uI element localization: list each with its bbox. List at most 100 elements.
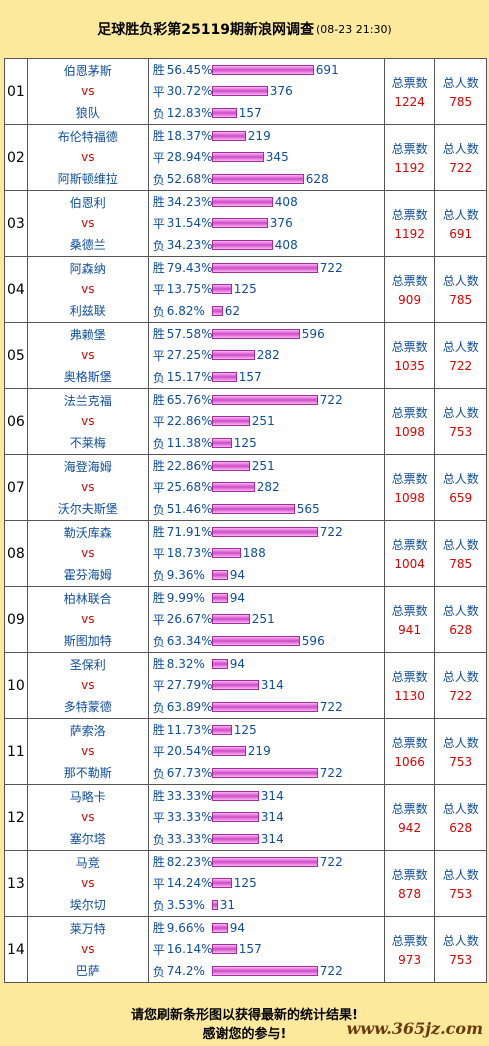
away-team[interactable]: 霍芬海姆 — [63, 568, 112, 583]
away-team[interactable]: 奥格斯堡 — [63, 370, 112, 385]
home-team[interactable]: 柏林联合 — [63, 591, 112, 606]
win-label: 胜 — [152, 657, 165, 672]
total-votes-cell: 总票数 1066 — [385, 719, 436, 784]
away-team[interactable]: 巴萨 — [75, 964, 100, 979]
win-bar-line: 胜 56.45% 691 — [153, 60, 384, 80]
loss-bar-line: 负 33.33% 314 — [153, 829, 384, 849]
draw-bar — [211, 416, 250, 427]
total-votes-value: 878 — [398, 887, 422, 901]
away-team[interactable]: 狼队 — [75, 106, 100, 121]
draw-bar — [211, 614, 250, 625]
home-team[interactable]: 伯恩茅斯 — [63, 63, 112, 78]
away-team[interactable]: 桑德兰 — [69, 238, 106, 253]
win-bar — [211, 394, 318, 405]
loss-bar-line: 负 3.53% 31 — [153, 895, 384, 915]
loss-count: 62 — [224, 304, 241, 319]
total-votes-value: 1004 — [394, 557, 425, 571]
total-people-value: 691 — [449, 227, 473, 241]
vote-bars: 胜 22.86% 251 平 25.68% 282 负 51.46% 565 — [149, 455, 385, 520]
total-votes-label: 总票数 — [391, 472, 428, 486]
win-bar-line: 胜 71.91% 722 — [153, 522, 384, 542]
away-team[interactable]: 多特蒙德 — [63, 700, 112, 715]
draw-label: 平 — [152, 612, 165, 627]
loss-percent: 63.89% — [166, 700, 213, 715]
win-bar — [211, 724, 232, 735]
draw-bar — [211, 86, 268, 97]
draw-bar-line: 平 31.54% 376 — [153, 213, 384, 233]
total-people-label: 总人数 — [442, 604, 479, 618]
home-team[interactable]: 勒沃库森 — [63, 525, 112, 540]
win-percent: 9.99% — [166, 590, 205, 605]
survey-table: 01 伯恩茅斯 vs 狼队胜 56.45% 691 平 30.72% 376 负 12.83% 157… — [4, 58, 487, 983]
match-number: 01 — [5, 59, 28, 124]
loss-bar-line: 负 9.36% 94 — [153, 565, 384, 585]
win-bar — [211, 196, 273, 207]
draw-count: 251 — [251, 414, 275, 429]
away-team[interactable]: 阿斯顿维拉 — [57, 172, 118, 187]
away-team[interactable]: 不莱梅 — [69, 436, 106, 451]
home-team[interactable]: 萨索洛 — [69, 723, 106, 738]
away-team[interactable]: 那不勒斯 — [63, 766, 112, 781]
away-team[interactable]: 斯图加特 — [63, 634, 112, 649]
home-team[interactable]: 法兰克福 — [63, 393, 112, 408]
win-label: 胜 — [152, 63, 165, 78]
win-bar — [211, 526, 318, 537]
match-teams: 布伦特福德 vs 阿斯顿维拉 — [28, 125, 149, 190]
home-team[interactable]: 布伦特福德 — [57, 129, 118, 144]
win-bar-line: 胜 11.73% 125 — [153, 720, 384, 740]
vote-bars: 胜 9.99% 94 平 26.67% 251 负 63.34% 596 — [149, 587, 385, 652]
away-team[interactable]: 沃尔夫斯堡 — [57, 502, 118, 517]
win-count: 691 — [315, 62, 339, 77]
total-people-label: 总人数 — [442, 670, 479, 684]
win-percent: 56.45% — [166, 62, 213, 77]
vote-bars: 胜 8.32% 94 平 27.79% 314 负 63.89% 722 — [149, 653, 385, 718]
match-teams: 萨索洛 vs 那不勒斯 — [28, 719, 149, 784]
vs-label: vs — [81, 876, 95, 891]
home-team[interactable]: 圣保利 — [69, 657, 106, 672]
vs-label: vs — [81, 546, 95, 561]
draw-bar-line: 平 20.54% 219 — [153, 741, 384, 761]
home-team[interactable]: 伯恩利 — [69, 195, 106, 210]
match-teams: 马略卡 vs 塞尔塔 — [28, 785, 149, 850]
win-label: 胜 — [152, 591, 165, 606]
loss-label: 负 — [152, 964, 165, 979]
match-number: 08 — [5, 521, 28, 586]
away-team[interactable]: 埃尔切 — [69, 898, 106, 913]
away-team[interactable]: 利兹联 — [69, 304, 106, 319]
draw-bar — [211, 680, 259, 691]
win-bar-line: 胜 9.66% 94 — [153, 918, 384, 938]
total-people-value: 628 — [449, 623, 473, 637]
match-number: 07 — [5, 455, 28, 520]
total-votes-value: 941 — [398, 623, 422, 637]
draw-count: 376 — [269, 84, 293, 99]
loss-count: 628 — [305, 172, 329, 187]
home-team[interactable]: 莱万特 — [69, 921, 106, 936]
match-row: 05 弗赖堡 vs 奥格斯堡 胜 57.58% 596 平 27.25% 282 负 15.17% 15… — [5, 322, 486, 388]
match-row: 12 马略卡 vs 塞尔塔胜 33.33% 314 平 33.33% 314 负 33.33% 314… — [5, 784, 486, 850]
vs-label: vs — [81, 612, 95, 627]
win-count: 251 — [251, 458, 275, 473]
total-votes-cell: 总票数 1130 — [385, 653, 436, 718]
match-row: 03 伯恩利 vs 桑德兰胜 34.23% 408 平 31.54% 376 负 34.23% 408… — [5, 190, 486, 256]
win-bar-line: 胜 18.37% 219 — [153, 126, 384, 146]
away-team[interactable]: 塞尔塔 — [69, 832, 106, 847]
win-percent: 82.23% — [166, 854, 213, 869]
total-people-cell: 总人数 691 — [435, 191, 486, 256]
home-team[interactable]: 马略卡 — [69, 789, 106, 804]
draw-count: 219 — [247, 744, 271, 759]
vs-label: vs — [81, 414, 95, 429]
loss-bar-line: 负 15.17% 157 — [153, 367, 384, 387]
total-people-cell: 总人数 722 — [435, 125, 486, 190]
home-team[interactable]: 阿森纳 — [69, 261, 106, 276]
loss-bar — [211, 372, 237, 383]
total-votes-cell: 总票数 942 — [385, 785, 436, 850]
loss-count: 408 — [274, 238, 298, 253]
vs-label: vs — [81, 678, 95, 693]
home-team[interactable]: 马竞 — [75, 855, 100, 870]
total-votes-label: 总票数 — [391, 670, 428, 684]
draw-bar — [211, 284, 232, 295]
loss-percent: 12.83% — [166, 106, 213, 121]
home-team[interactable]: 海登海姆 — [63, 459, 112, 474]
match-teams: 圣保利 vs 多特蒙德 — [28, 653, 149, 718]
home-team[interactable]: 弗赖堡 — [69, 327, 106, 342]
